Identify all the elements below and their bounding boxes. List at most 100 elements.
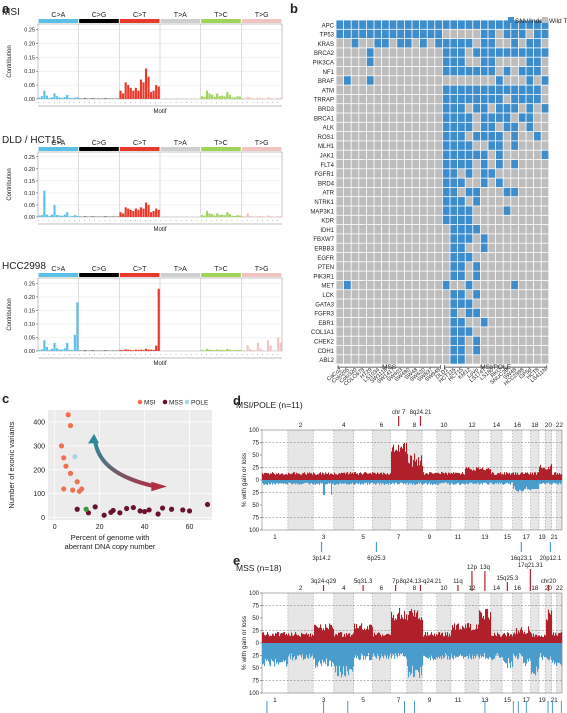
heatmap-cell [344, 234, 351, 243]
gain-bar [499, 473, 501, 480]
gain-bar [349, 633, 351, 643]
data-point [186, 508, 193, 514]
gain-bar [268, 473, 270, 480]
heatmap-cell [397, 178, 404, 187]
loss-bar [481, 643, 483, 658]
gain-bar [500, 472, 502, 480]
gain-bar [475, 470, 477, 480]
loss-bar [381, 643, 383, 655]
gain-bar [323, 628, 325, 643]
heatmap-cell [518, 262, 526, 271]
motif-tick: · [124, 352, 126, 358]
heatmap-cell [503, 290, 511, 299]
signature-bar [175, 216, 178, 217]
heatmap-cell [450, 141, 458, 150]
heatmap-cell [374, 271, 382, 280]
gain-bar [270, 635, 272, 643]
loss-bar [412, 480, 414, 485]
loss-bar [388, 480, 390, 485]
gain-bar [310, 633, 312, 643]
loss-bar [388, 643, 390, 660]
signature-bar [157, 288, 160, 351]
chrom-label: 13 [481, 697, 489, 704]
heatmap-cell [526, 252, 534, 262]
heatmap-cell [427, 308, 435, 318]
motif-tick: · [114, 100, 116, 106]
signature-bar [71, 98, 74, 99]
heatmap-cell [488, 308, 496, 318]
gene-label: ERBB3 [314, 247, 334, 253]
loss-bar [317, 480, 319, 484]
heatmap-cell [526, 206, 534, 215]
loss-bar [473, 480, 475, 485]
heatmap-cell [397, 150, 404, 160]
signature-bar [236, 215, 239, 217]
gain-bar [513, 633, 515, 643]
heatmap-cell [366, 290, 374, 299]
heatmap-cell [374, 113, 382, 122]
gain-bar [376, 634, 378, 643]
loss-bar [495, 643, 497, 656]
motif-tick: · [130, 352, 132, 358]
motif-tick: · [135, 218, 137, 224]
heatmap-cell [458, 345, 465, 355]
loss-bar [465, 480, 467, 485]
loss-bar [490, 480, 492, 483]
heatmap-cell [488, 122, 496, 132]
loss-bar [364, 643, 366, 656]
gain-bar [399, 608, 401, 643]
heatmap-cell [344, 327, 351, 336]
heatmap-cell [336, 169, 344, 178]
loss-bar [494, 480, 496, 485]
loss-bar [511, 643, 513, 662]
heatmap-cell [541, 327, 549, 336]
gain-bar [361, 473, 363, 480]
motif-tick: · [99, 352, 101, 358]
heatmap-cell [435, 122, 442, 132]
loss-bar [286, 480, 288, 485]
y-tick-label: 75 [252, 516, 259, 522]
gain-bar [266, 634, 268, 643]
gain-bar [517, 472, 519, 480]
heatmap-cell [435, 141, 442, 150]
loss-bar [397, 480, 399, 485]
loss-bar [482, 480, 484, 485]
heatmap-cell [404, 57, 412, 67]
heatmap-cell [404, 197, 412, 206]
heatmap-cell [404, 104, 412, 113]
signature-bar [231, 350, 234, 351]
loss-bar [491, 480, 493, 484]
loss-bar [443, 480, 445, 484]
motif-tick: · [79, 100, 81, 106]
gain-bar [523, 633, 525, 643]
heatmap-cell [397, 132, 404, 141]
motif-tick: · [84, 218, 86, 224]
heatmap-cell [336, 29, 344, 39]
loss-bar [473, 643, 475, 660]
signature-bar [66, 212, 69, 217]
heatmap-cell [420, 178, 427, 187]
data-point [61, 455, 67, 461]
signature-bar [269, 216, 272, 217]
loss-bar [368, 480, 370, 483]
heatmap-cell [526, 280, 534, 290]
loss-bar [307, 480, 309, 483]
gain-bar [269, 474, 271, 480]
gain-bar [413, 459, 415, 480]
loss-bar [537, 480, 539, 489]
loss-bar [270, 643, 272, 667]
heatmap-cell [458, 113, 465, 122]
heatmap-cell [465, 345, 473, 355]
motif-tick: · [191, 100, 193, 106]
heatmap-cell [458, 243, 465, 253]
heatmap-cell [465, 252, 473, 262]
loss-bar [467, 480, 469, 484]
heatmap-cell [336, 132, 344, 141]
category-label: T>A [174, 12, 187, 19]
heatmap-cell [366, 48, 374, 57]
gain-bar [480, 468, 482, 480]
motif-tick: · [185, 352, 187, 358]
gain-bar [343, 636, 345, 643]
gene-label: IDH1 [320, 228, 334, 234]
heatmap-cell [480, 113, 488, 122]
